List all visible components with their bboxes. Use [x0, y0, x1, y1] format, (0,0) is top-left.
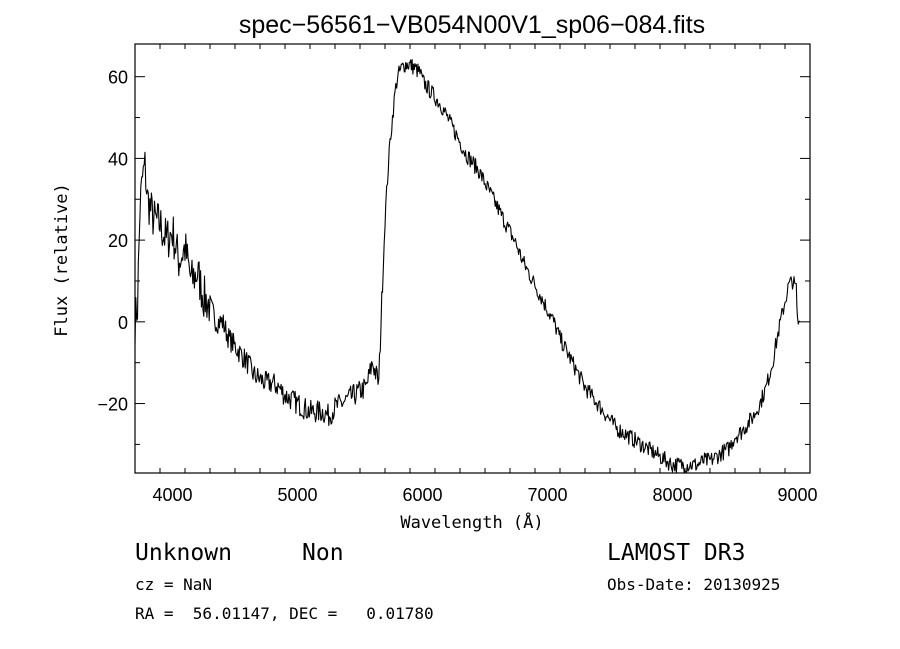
- x-tick-label: 5000: [277, 485, 317, 505]
- flux-series-line: [134, 59, 801, 474]
- survey-label: LAMOST DR3: [607, 540, 745, 566]
- obs-date-label: Obs-Date: 20130925: [607, 575, 780, 594]
- subclass-label: Non: [302, 540, 344, 566]
- x-axis-label: Wavelength (Å): [400, 511, 543, 533]
- y-tick-labels: −20 0 20 40 60: [97, 68, 128, 415]
- x-tick-label: 7000: [527, 485, 567, 505]
- x-tick-label: 9000: [777, 485, 817, 505]
- y-tick-label: 40: [108, 149, 128, 169]
- ra-dec-label: RA = 56.01147, DEC = 0.01780: [135, 604, 434, 623]
- x-tick-label: 8000: [652, 485, 692, 505]
- x-tick-label: 4000: [152, 485, 192, 505]
- plot-frame: [134, 43, 811, 474]
- y-tick-label: 0: [118, 313, 128, 333]
- cz-label: cz = NaN: [135, 575, 212, 594]
- y-tick-label: 60: [108, 68, 128, 88]
- chart-title: spec−56561−VB054N00V1_sp06−084.fits: [239, 11, 705, 39]
- y-axis-label: Flux (relative): [52, 183, 72, 337]
- class-label: Unknown: [135, 540, 232, 566]
- y-tick-label: 20: [108, 231, 128, 251]
- x-tick-label: 6000: [402, 485, 442, 505]
- axis-ticks: [134, 44, 811, 473]
- y-tick-label: −20: [97, 395, 128, 415]
- x-tick-labels: 4000 5000 6000 7000 8000 9000: [152, 485, 817, 505]
